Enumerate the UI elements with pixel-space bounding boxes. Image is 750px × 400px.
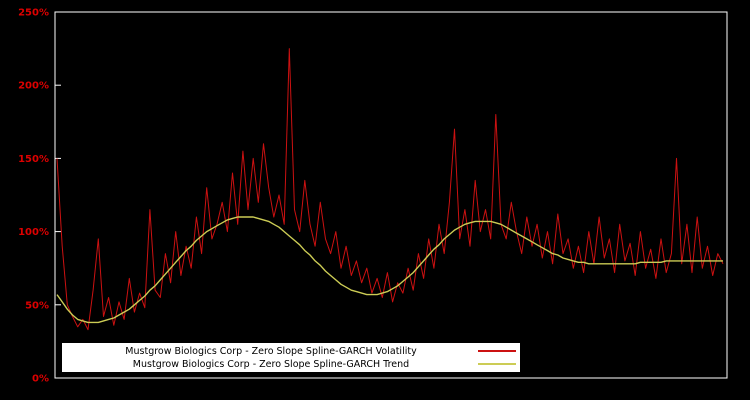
volatility-line	[56, 48, 724, 331]
legend-entry-trend: Mustgrow Biologics Corp - Zero Slope Spl…	[66, 358, 516, 371]
plot-frame	[54, 11, 728, 379]
y-axis-label: 0%	[32, 374, 49, 385]
y-axis-label: 150%	[18, 154, 49, 165]
legend-label-trend: Mustgrow Biologics Corp - Zero Slope Spl…	[132, 358, 410, 370]
legend: Mustgrow Biologics Corp - Zero Slope Spl…	[62, 343, 520, 372]
y-axis-label: 250%	[18, 8, 49, 19]
trend-line	[56, 216, 723, 324]
y-axis-label: 200%	[18, 81, 49, 92]
y-axis-label: 100%	[18, 227, 49, 238]
y-axis-label: 50%	[25, 300, 49, 311]
legend-line-sample-trend	[478, 358, 516, 371]
legend-label-volatility: Mustgrow Biologics Corp - Zero Slope Spl…	[125, 345, 417, 357]
legend-line-sample-volatility	[478, 345, 516, 358]
legend-entry-volatility: Mustgrow Biologics Corp - Zero Slope Spl…	[66, 345, 516, 358]
